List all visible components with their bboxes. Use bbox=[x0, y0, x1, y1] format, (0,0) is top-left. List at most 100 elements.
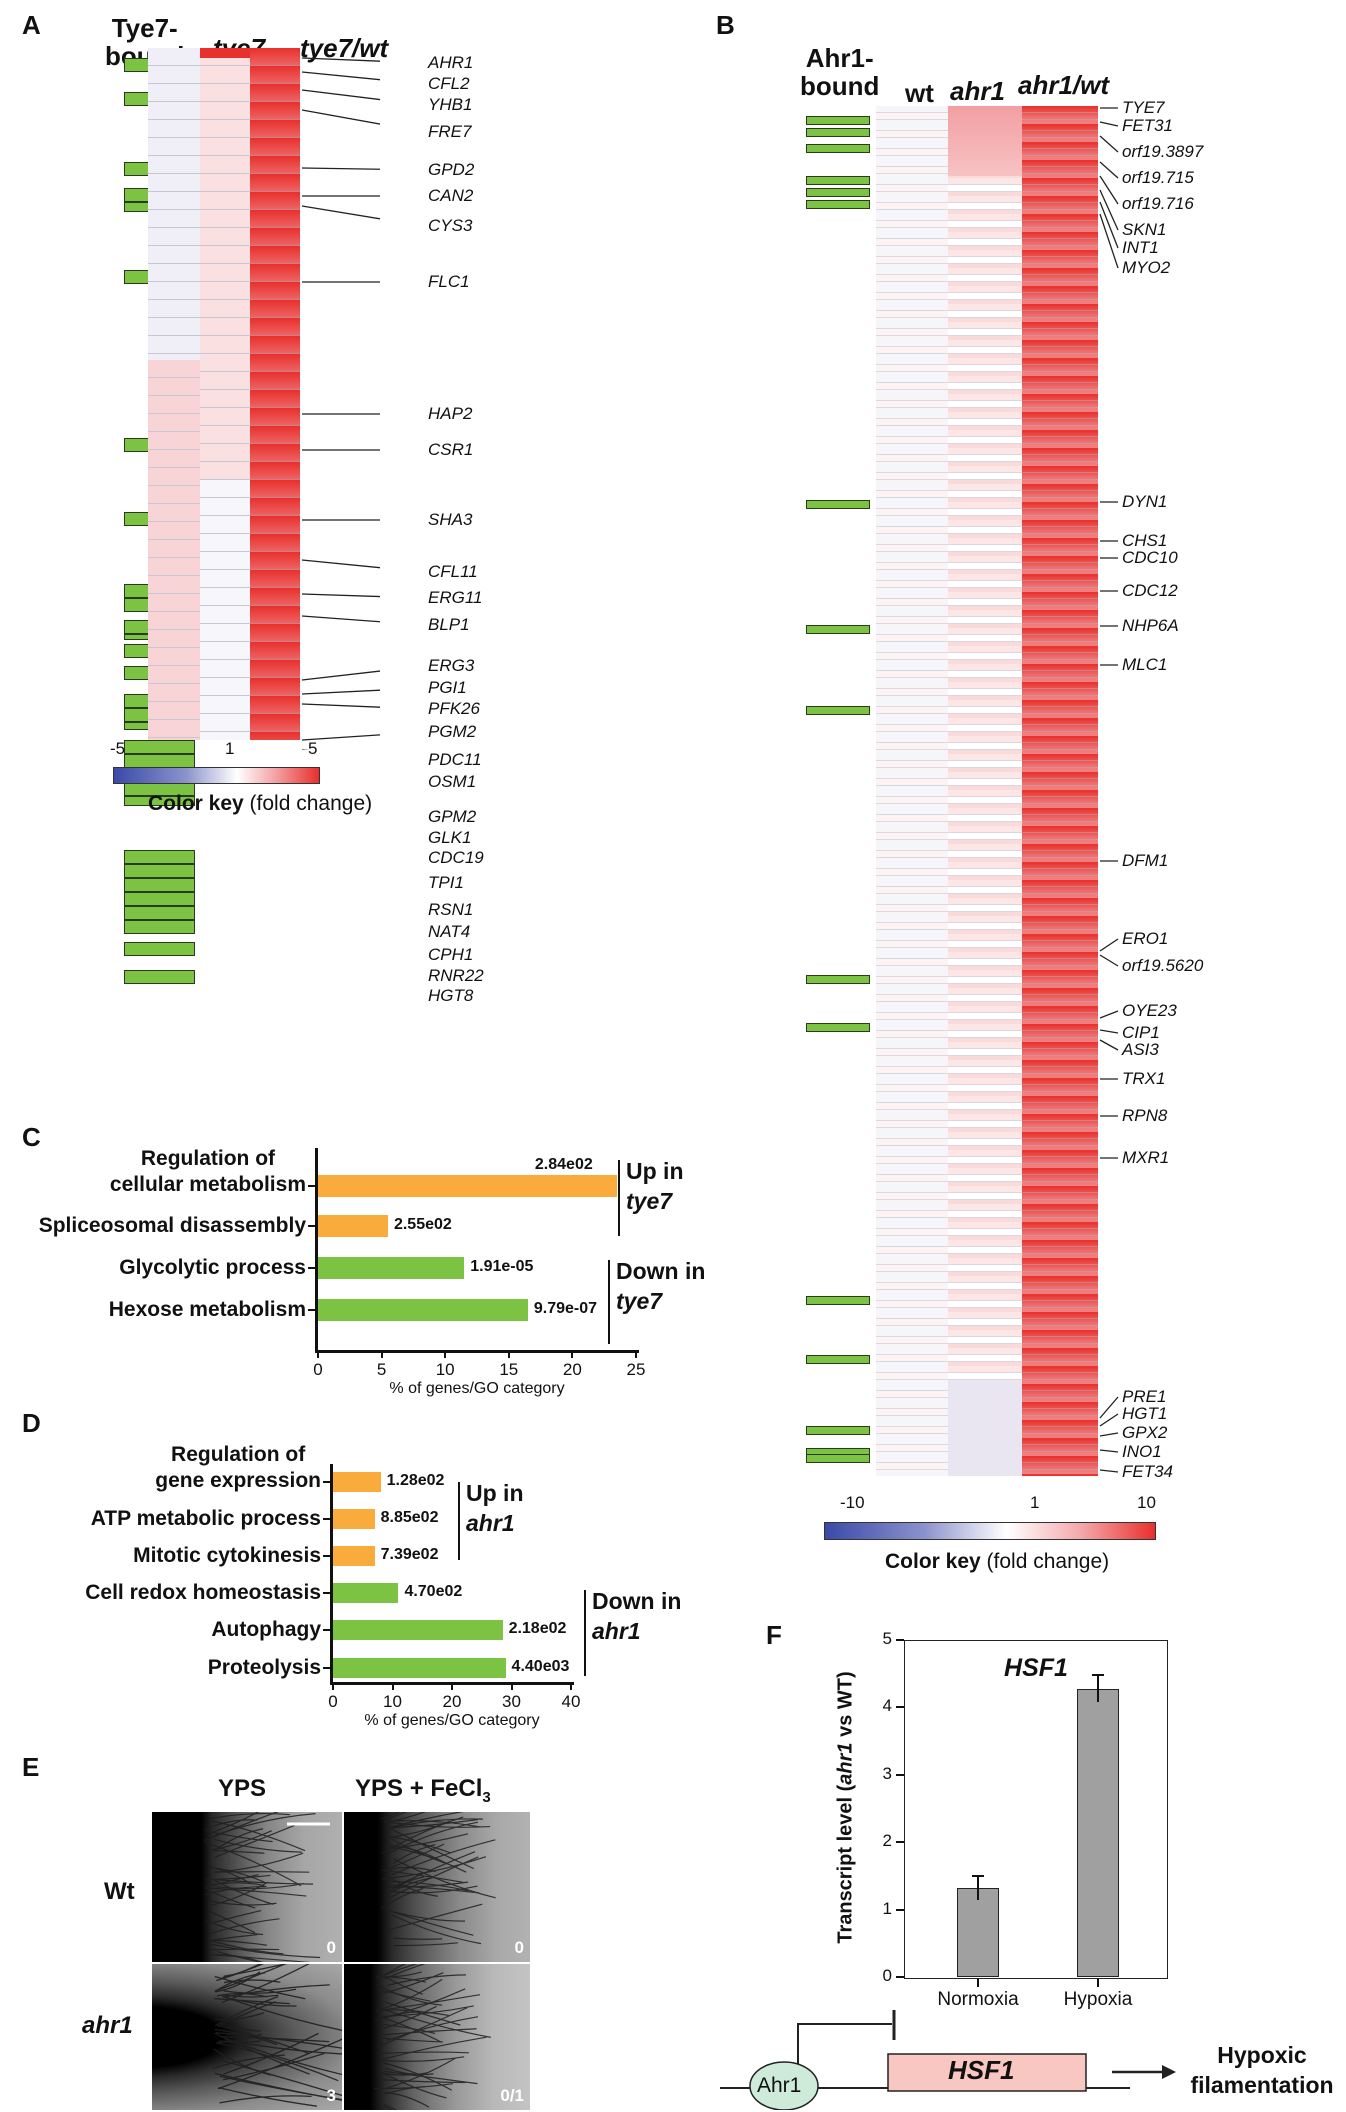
x-tick-label: 15 bbox=[499, 1360, 519, 1379]
ahr1-bound-mark bbox=[806, 188, 870, 197]
panel-b-wt-header: wt bbox=[905, 78, 934, 108]
gene-label: DFM1 bbox=[1122, 851, 1169, 870]
x-tick-label: 20 bbox=[562, 1360, 582, 1379]
ahr1-bound-mark bbox=[806, 128, 870, 137]
gene-label: CFL11 bbox=[428, 562, 478, 581]
ahr1-bound-mark bbox=[806, 975, 870, 984]
gene-label: INO1 bbox=[1122, 1442, 1162, 1461]
group-label-text: Up in bbox=[466, 1480, 524, 1506]
bar bbox=[1077, 1688, 1119, 1977]
ahr1-bound-mark bbox=[806, 144, 870, 153]
ahr1-bound-mark bbox=[806, 1296, 870, 1305]
category-label: Mitotic cytokinesis bbox=[133, 1544, 321, 1567]
x-tick-label: 0 bbox=[313, 1360, 323, 1379]
panel-b-ahr1-header: ahr1 bbox=[950, 76, 1005, 106]
gene-label: HGT1 bbox=[1122, 1404, 1168, 1423]
heatmap-a-tye7-top bbox=[200, 48, 250, 58]
gene-label: RPN8 bbox=[1122, 1106, 1168, 1125]
gene-leader-line bbox=[1099, 1396, 1119, 1419]
group-label-text: Up in bbox=[626, 1158, 684, 1184]
gene-leader-line bbox=[301, 593, 380, 598]
group-bracket bbox=[618, 1160, 620, 1236]
category-label: Spliceosomal disassembly bbox=[38, 1214, 306, 1237]
group-bracket bbox=[608, 1260, 610, 1344]
chart-title: HSF1 bbox=[1004, 1654, 1068, 1682]
y-tick-mark bbox=[896, 1639, 904, 1641]
panel-a-gene-leaders bbox=[301, 57, 380, 750]
model-hsf1-label: HSF1 bbox=[948, 2055, 1015, 2085]
y-tick-mark bbox=[896, 1908, 904, 1911]
bar bbox=[318, 1257, 465, 1279]
panel-label-d: D bbox=[22, 1408, 41, 1438]
color-key-b-label-bold: Color key bbox=[885, 1550, 981, 1573]
x-tick-label: Hypoxia bbox=[1063, 1989, 1133, 2010]
group-label-text: Down in bbox=[592, 1588, 682, 1614]
gene-leader-line bbox=[301, 89, 380, 101]
gene-label: DYN1 bbox=[1122, 492, 1168, 511]
gene-leader-line bbox=[301, 57, 380, 62]
panel-label-c: C bbox=[22, 1122, 41, 1152]
ahr1-node bbox=[749, 2061, 819, 2110]
gene-label: CSR1 bbox=[428, 440, 474, 459]
x-tick-mark bbox=[570, 1682, 572, 1690]
color-key-a-max: 5 bbox=[308, 739, 318, 758]
ahr1-bound-mark bbox=[806, 116, 870, 125]
x-tick-mark bbox=[635, 1350, 637, 1358]
y-axis-label: Transcript level (ahr1 vs WT) bbox=[835, 1617, 858, 1997]
panel-label-b: B bbox=[716, 10, 735, 40]
gene-label: MXR1 bbox=[1122, 1148, 1170, 1167]
gene-leader-line bbox=[1099, 213, 1119, 269]
y-tick-mark bbox=[323, 1592, 331, 1594]
panel-e-col1: YPS bbox=[218, 1775, 267, 1802]
ahr1-bound-mark bbox=[806, 1426, 870, 1435]
score-ahr1-fecl3: 0/1 bbox=[500, 2086, 524, 2105]
y-axis-label-pre: Transcript level ( bbox=[834, 1784, 857, 1944]
gene-label: CPH1 bbox=[428, 945, 474, 964]
ahr1-bound-mark bbox=[806, 1355, 870, 1364]
x-tick-mark bbox=[977, 1979, 979, 1987]
gene-leader-line bbox=[1099, 938, 1119, 952]
hsf1-gene-box bbox=[887, 2053, 1087, 2092]
ahr1-bound-mark bbox=[806, 1454, 870, 1463]
ahr1-bound-mark bbox=[806, 625, 870, 634]
gene-label: RSN1 bbox=[428, 900, 474, 919]
gene-label: ERO1 bbox=[1122, 929, 1169, 948]
y-axis bbox=[330, 1464, 333, 1682]
gene-leader-line bbox=[1099, 1039, 1119, 1051]
x-tick-label: 40 bbox=[561, 1692, 581, 1711]
gene-label: FLC1 bbox=[428, 272, 470, 291]
gene-label: OYE23 bbox=[1122, 1001, 1177, 1020]
micrograph-wt-yps: 0 bbox=[152, 1812, 342, 1962]
x-tick-mark bbox=[332, 1682, 334, 1690]
tye7-bound-mark bbox=[124, 850, 195, 934]
heatmap-a-wt-patches bbox=[148, 360, 200, 740]
x-tick-mark bbox=[451, 1682, 453, 1690]
gene-label: ASI3 bbox=[1122, 1040, 1159, 1059]
model-diagram bbox=[720, 2010, 1176, 2110]
gene-label: PDC11 bbox=[428, 750, 482, 769]
y-tick-label: 4 bbox=[882, 1696, 892, 1716]
ahr1-bound-mark bbox=[806, 1023, 870, 1032]
gene-leader-line bbox=[1099, 1449, 1119, 1453]
y-tick-mark bbox=[896, 1841, 904, 1844]
x-tick-mark bbox=[507, 1350, 510, 1358]
x-tick-mark bbox=[510, 1682, 513, 1690]
micrograph-ahr1-yps: 3 bbox=[152, 1964, 342, 2110]
pvalue-label: 1.91e-05 bbox=[470, 1258, 534, 1275]
micrograph-ahr1-fecl3: 0/1 bbox=[344, 1964, 530, 2110]
gene-label: GPD2 bbox=[428, 160, 475, 179]
plot-frame bbox=[904, 1640, 1168, 1979]
color-key-b-mid: 1 bbox=[1030, 1493, 1040, 1512]
pvalue-label: 9.79e-07 bbox=[533, 1300, 598, 1317]
pvalue-label: 8.85e02 bbox=[380, 1509, 439, 1526]
bar bbox=[318, 1299, 528, 1321]
y-tick-label: 0 bbox=[882, 1966, 892, 1985]
gene-label: ERG11 bbox=[428, 588, 483, 607]
panel-e-row2: ahr1 bbox=[82, 2012, 133, 2039]
hyphae-wt-yps bbox=[203, 1812, 330, 1962]
gene-leader-line bbox=[301, 615, 380, 623]
gene-label: PRE1 bbox=[1122, 1387, 1167, 1406]
gene-label: OSM1 bbox=[428, 772, 477, 791]
x-tick-label: 0 bbox=[328, 1692, 338, 1711]
ahr1-bound-mark bbox=[806, 706, 870, 715]
